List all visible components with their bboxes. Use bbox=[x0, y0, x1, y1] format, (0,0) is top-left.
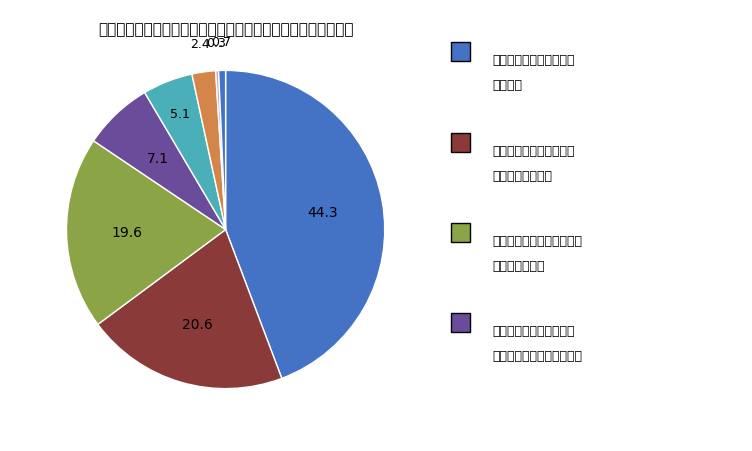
Text: 子どもの成長をそばで見: 子どもの成長をそばで見 bbox=[493, 54, 575, 67]
Text: を増やしたいから: を増やしたいから bbox=[493, 169, 553, 182]
Text: 子どもと一緒にレッスンを: 子どもと一緒にレッスンを bbox=[493, 235, 583, 248]
Wedge shape bbox=[98, 230, 282, 389]
Text: れ合うところを見たいから: れ合うところを見たいから bbox=[493, 350, 583, 363]
Wedge shape bbox=[93, 93, 226, 230]
Wedge shape bbox=[226, 71, 385, 378]
Wedge shape bbox=[219, 71, 226, 230]
Text: 子どもが先生や友達と触: 子どもが先生や友達と触 bbox=[493, 325, 575, 338]
Text: 「はい」と答えた方に質問です．理由は次のうちどれですか？: 「はい」と答えた方に質問です．理由は次のうちどれですか？ bbox=[98, 23, 353, 37]
Text: たいから: たいから bbox=[493, 79, 523, 92]
Text: 子どもと一緒にいる時間: 子どもと一緒にいる時間 bbox=[493, 144, 575, 157]
Text: 5.1: 5.1 bbox=[171, 108, 190, 121]
Text: 楽しみたいから: 楽しみたいから bbox=[493, 259, 545, 272]
Text: 20.6: 20.6 bbox=[183, 318, 213, 331]
Text: 7.1: 7.1 bbox=[147, 152, 169, 166]
Text: 0.3: 0.3 bbox=[205, 37, 226, 50]
Wedge shape bbox=[192, 72, 226, 230]
Text: 0.7: 0.7 bbox=[211, 36, 232, 49]
Text: 44.3: 44.3 bbox=[308, 205, 338, 219]
Wedge shape bbox=[144, 75, 226, 230]
Wedge shape bbox=[66, 142, 226, 325]
Text: 2.4: 2.4 bbox=[190, 38, 210, 51]
Text: 19.6: 19.6 bbox=[111, 226, 142, 239]
Wedge shape bbox=[216, 71, 226, 230]
